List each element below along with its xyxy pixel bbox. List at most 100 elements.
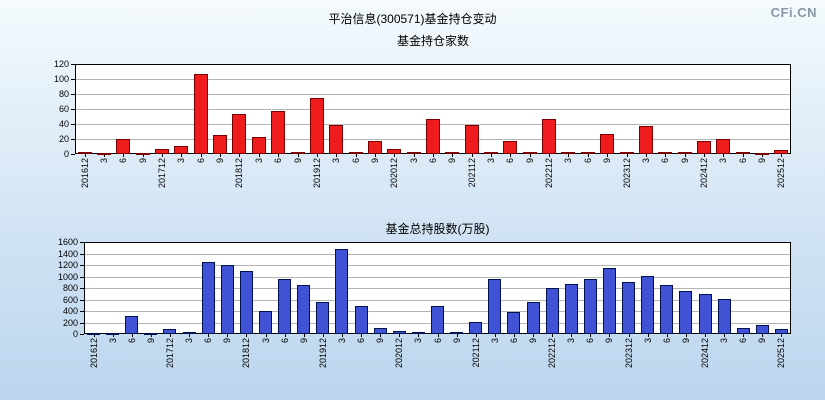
bar [78,152,92,154]
x-axis-label: 3 [409,158,419,164]
y-tick [80,323,84,324]
x-axis-label: 6 [660,158,670,164]
bar [639,126,653,154]
bar [97,153,111,155]
bar [194,74,208,154]
x-tick [342,334,343,337]
bar [542,119,556,154]
x-tick [724,334,725,337]
x-tick [323,334,324,337]
x-tick [220,154,221,157]
x-axis-label: 6 [280,338,290,344]
bar [116,139,130,154]
x-axis-label: 201712 [165,338,175,369]
x-tick [646,154,647,157]
x-axis-label: 3 [486,158,496,164]
bar [407,152,421,154]
bar [561,152,575,154]
x-tick [162,154,163,157]
gridline [85,265,790,266]
x-tick [317,154,318,157]
y-axis-label: 120 [53,59,69,69]
x-tick [723,154,724,157]
x-tick [375,154,376,157]
gridline [76,79,790,80]
x-axis-label: 202112 [471,338,481,368]
x-axis-label: 6 [585,338,595,344]
y-tick [80,277,84,278]
x-tick [704,154,705,157]
bar [232,114,246,154]
x-tick [686,334,687,337]
x-tick [491,154,492,157]
bar [355,306,368,334]
bar [484,152,498,154]
x-axis-label: 3 [413,338,423,344]
bar [718,299,731,334]
bar [291,152,305,154]
x-tick [85,154,86,157]
y-tick [80,242,84,243]
x-axis-label: 202012 [394,338,404,369]
x-tick [170,334,171,337]
bar [445,152,459,154]
y-tick [71,124,75,125]
bar [221,265,234,334]
x-axis-label: 9 [680,158,690,164]
y-tick [80,334,84,335]
x-tick [781,334,782,337]
x-axis-label: 3 [563,158,573,164]
x-axis-label: 6 [505,158,515,164]
bar [450,332,463,334]
x-tick [452,154,453,157]
x-axis-label: 202512 [776,158,786,189]
x-tick [571,334,572,337]
bar [660,285,673,334]
bar [213,135,227,154]
x-tick [394,154,395,157]
bar [387,149,401,154]
x-axis-label: 201612 [89,338,99,369]
x-axis-label: 201812 [234,158,244,189]
bar [106,333,119,335]
y-axis-label: 100 [53,74,69,84]
bar [716,139,730,154]
bar [174,146,188,154]
x-tick [743,334,744,337]
cfi-logo: CFi.CN [770,5,817,20]
y-axis-label: 800 [62,283,78,293]
bar [183,332,196,334]
x-tick [246,334,247,337]
x-tick [113,334,114,337]
x-tick [533,334,534,337]
x-tick [151,334,152,337]
x-axis-label: 201712 [157,158,167,189]
x-axis-label: 9 [293,158,303,164]
gridline [85,254,790,255]
y-axis-label: 40 [58,119,69,129]
x-tick [123,154,124,157]
bar [584,279,597,334]
x-axis-label: 202312 [624,338,634,369]
x-tick [285,334,286,337]
x-axis-label: 3 [184,338,194,344]
x-axis-label: 202212 [544,158,554,189]
bar [136,153,150,155]
x-tick [530,154,531,157]
x-axis-label: 3 [176,158,186,164]
bar [163,329,176,334]
y-tick [80,265,84,266]
x-axis-label: 3 [99,158,109,164]
x-tick [361,334,362,337]
gridline [85,300,790,301]
x-axis-label: 9 [528,338,538,344]
y-axis-label: 1200 [57,260,78,270]
bar [523,152,537,154]
x-tick [476,334,477,337]
x-axis-label: 6 [351,158,361,164]
x-tick [399,334,400,337]
x-tick [298,154,299,157]
x-tick [629,334,630,337]
y-axis-label: 600 [62,295,78,305]
